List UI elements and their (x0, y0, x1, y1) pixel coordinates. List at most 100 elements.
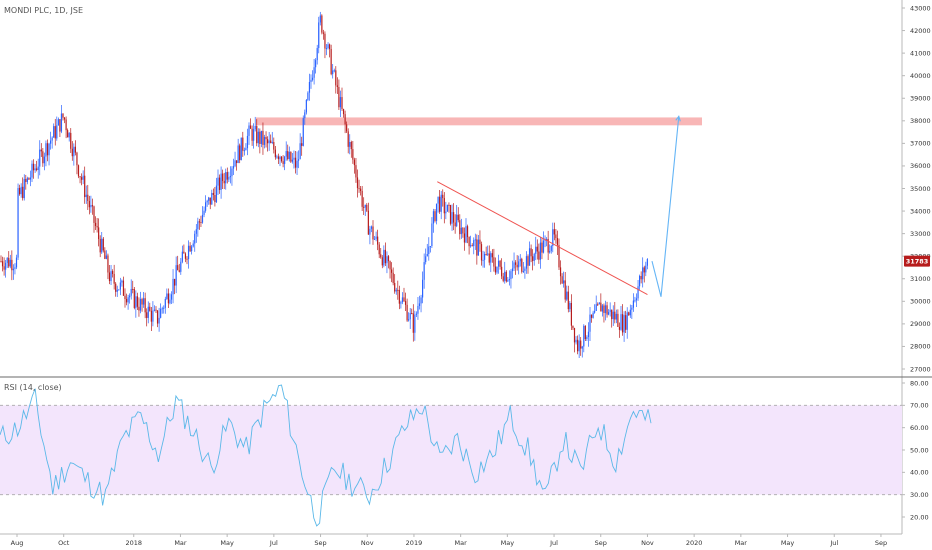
candle-body (88, 200, 90, 208)
candle-body (99, 239, 101, 253)
candle-body (595, 304, 597, 311)
candle-body (367, 210, 369, 235)
candle-body (378, 244, 380, 255)
candle-body (74, 146, 76, 153)
trendline-segment (437, 181, 648, 295)
candle-body (325, 48, 328, 50)
candle-body (428, 246, 430, 254)
candle-body (127, 297, 129, 303)
candle-body (60, 113, 63, 132)
time-tick-label: Mar (455, 539, 468, 547)
candle-body (391, 269, 393, 273)
candle-body (623, 315, 625, 333)
candle-body (268, 140, 270, 144)
candle-body (484, 254, 486, 260)
candle-body (129, 295, 131, 298)
candle-body (559, 267, 562, 277)
candle-body (338, 86, 340, 108)
candle-body (535, 246, 537, 254)
candle-body (76, 152, 78, 166)
candle-body (211, 192, 213, 205)
candle-body (418, 303, 421, 306)
candle-body (285, 151, 287, 157)
candle-body (449, 204, 452, 224)
time-tick-label: 2020 (686, 539, 703, 547)
price-tick-label: 30000 (910, 298, 931, 306)
price-tick-label: 40000 (910, 72, 931, 80)
candle-body (518, 261, 520, 268)
candle-body (541, 242, 543, 253)
time-axis[interactable]: Aug Oct 2018 Mar May Jul Sep Nov 2019 Mar May Jul Se… (11, 534, 887, 547)
candle-body (380, 254, 382, 258)
candle-body (606, 305, 608, 315)
candle-body (429, 246, 431, 248)
candle-body (271, 142, 273, 144)
time-tick-label: Sep (595, 539, 607, 547)
time-tick-label: Jul (549, 539, 558, 547)
projection-arrow (651, 115, 681, 297)
candle-body (482, 259, 484, 261)
candle-body (476, 239, 478, 256)
candle-body (454, 222, 456, 227)
candle-body (260, 130, 262, 144)
price-tick-label: 42000 (910, 27, 931, 35)
candle-body (527, 256, 529, 266)
candle-body (12, 268, 14, 271)
candle-body (243, 150, 245, 152)
candle-body (174, 278, 176, 286)
symbol-title: MONDI PLC, 1D, JSE (4, 6, 83, 15)
price-tick-label: 34000 (910, 207, 931, 215)
candle-body (377, 236, 379, 245)
candle-body (209, 197, 211, 205)
rsi-axis: 80.00 70.00 60.00 50.00 40.00 30.00 20.00 (902, 379, 929, 521)
time-tick-label: May (781, 539, 795, 547)
candle-body (465, 226, 467, 243)
candle-body (26, 178, 28, 182)
price-pane[interactable] (0, 0, 902, 376)
candle-body (135, 296, 137, 308)
candle-body (352, 149, 354, 160)
candle-body (242, 137, 244, 151)
candle-body (553, 229, 555, 235)
price-tick-label: 27000 (910, 365, 931, 373)
resistance-zone (256, 117, 702, 126)
candle-body (53, 126, 55, 138)
candle-body (273, 142, 275, 150)
price-tick-label: 29000 (910, 320, 931, 328)
candle-body (1, 261, 4, 267)
candle-body (77, 165, 80, 177)
candle-body (408, 319, 410, 321)
candle-body (609, 309, 611, 313)
candle-body (488, 253, 490, 263)
candle-body (389, 261, 391, 270)
rsi-band (0, 404, 902, 496)
candle-body (71, 148, 73, 157)
candle-body (276, 156, 278, 158)
candle-body (487, 253, 489, 255)
candle-body (640, 275, 642, 280)
candle-body (392, 272, 394, 283)
candle-body (459, 220, 461, 235)
candle-body (98, 227, 100, 240)
candle-body (505, 271, 507, 282)
candle-body (215, 185, 218, 203)
rsi-tick-label: 40.00 (910, 469, 929, 477)
candle-body (411, 312, 413, 314)
candle-body (305, 99, 307, 113)
candle-body (643, 267, 645, 273)
candle-body (56, 125, 58, 139)
candle-body (361, 190, 363, 207)
candle-body (549, 250, 551, 253)
candle-body (267, 139, 269, 144)
price-tick-label: 39000 (910, 95, 931, 103)
candle-body (270, 140, 272, 143)
trendline (437, 181, 648, 295)
candle-body (93, 206, 95, 223)
time-tick-label: 2018 (125, 539, 142, 547)
candle-body (82, 175, 84, 180)
candle-body (513, 262, 515, 269)
candle-body (375, 236, 377, 239)
candle-body (197, 221, 199, 230)
candle-body (25, 179, 27, 182)
